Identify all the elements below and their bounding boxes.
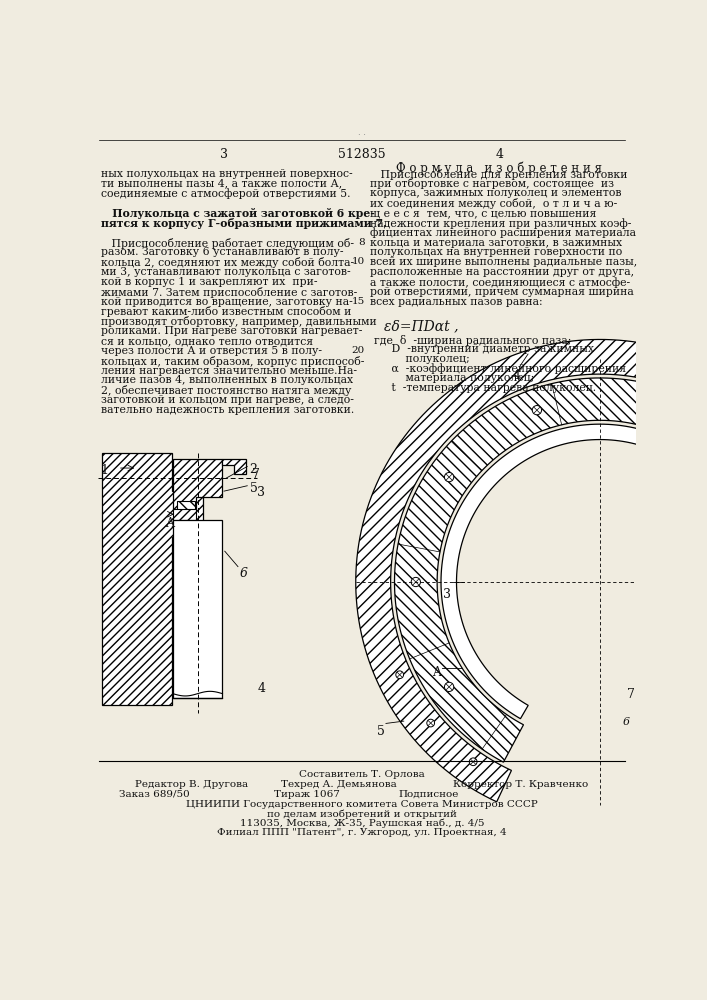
Text: t  -температура нагрева полуколец.: t -температура нагрева полуколец. (374, 383, 597, 393)
Text: A: A (433, 666, 441, 679)
Text: при отбортовке с нагревом, состоящее  из: при отбортовке с нагревом, состоящее из (370, 178, 614, 189)
Text: D  -внутренний диаметр зажимных: D -внутренний диаметр зажимных (374, 344, 595, 354)
Polygon shape (173, 509, 196, 520)
Circle shape (427, 719, 435, 727)
Text: Редактор В. Другова: Редактор В. Другова (135, 780, 248, 789)
Text: разом. Заготовку 6 устанавливают в полу-: разом. Заготовку 6 устанавливают в полу- (101, 247, 344, 257)
Text: 113035, Москва, Ж-35, Раушская наб., д. 4/5: 113035, Москва, Ж-35, Раушская наб., д. … (240, 818, 484, 828)
Text: Полукольца с зажатой заготовкой 6 кре-: Полукольца с зажатой заготовкой 6 кре- (101, 208, 375, 219)
Circle shape (445, 682, 454, 692)
Text: 10: 10 (352, 257, 365, 266)
Text: личие пазов 4, выполненных в полукольцах: личие пазов 4, выполненных в полукольцах (101, 375, 353, 385)
Text: а также полости, соединяющиеся с атмосфе-: а также полости, соединяющиеся с атмосфе… (370, 277, 631, 288)
Text: 2, обеспечивает постоянство натяга между: 2, обеспечивает постоянство натяга между (101, 385, 351, 396)
Text: 4: 4 (495, 148, 503, 161)
Circle shape (411, 577, 421, 587)
Text: Филиал ППП "Патент", г. Ужгород, ул. Проектная, 4: Филиал ППП "Патент", г. Ужгород, ул. Про… (217, 828, 507, 837)
Text: кольцах и, таким образом, корпус приспособ-: кольцах и, таким образом, корпус приспос… (101, 356, 364, 367)
Circle shape (469, 758, 477, 766)
Bar (173, 520, 223, 698)
Text: вательно надежность крепления заготовки.: вательно надежность крепления заготовки. (101, 405, 354, 415)
Text: через полости А и отверстия 5 в полу-: через полости А и отверстия 5 в полу- (101, 346, 322, 356)
Text: ти выполнены пазы 4, а также полости А,: ти выполнены пазы 4, а также полости А, (101, 178, 342, 188)
Circle shape (532, 406, 542, 415)
Text: 512835: 512835 (338, 148, 386, 161)
Polygon shape (223, 459, 246, 474)
Text: соединяемые с атмосферой отверстиями 5.: соединяемые с атмосферой отверстиями 5. (101, 188, 350, 199)
Text: полуколец;: полуколец; (374, 354, 470, 364)
Text: фициентах линейного расширения материала: фициентах линейного расширения материала (370, 228, 636, 238)
Text: их соединения между собой,  о т л и ч а ю-: их соединения между собой, о т л и ч а ю… (370, 198, 618, 209)
Text: 3: 3 (257, 486, 265, 499)
Text: 5: 5 (377, 725, 385, 738)
Text: 3: 3 (220, 148, 228, 161)
Text: 6: 6 (240, 567, 247, 580)
Text: по делам изобретений и открытий: по делам изобретений и открытий (267, 809, 457, 819)
Text: щ е е с я  тем, что, с целью повышения: щ е е с я тем, что, с целью повышения (370, 208, 597, 218)
Text: 4: 4 (257, 682, 265, 695)
Text: 3: 3 (443, 588, 451, 601)
Text: ления нагревается значительно меньше.На-: ления нагревается значительно меньше.На- (101, 366, 357, 376)
Text: рой отверстиями, причем суммарная ширина: рой отверстиями, причем суммарная ширина (370, 287, 634, 297)
Text: всей их ширине выполнены радиальные пазы,: всей их ширине выполнены радиальные пазы… (370, 257, 638, 267)
Text: корпуса, зажимных полуколец и элементов: корпуса, зажимных полуколец и элементов (370, 188, 622, 198)
Text: гревают каким-либо известным способом и: гревают каким-либо известным способом и (101, 306, 351, 317)
Text: кой в корпус 1 и закрепляют их  при-: кой в корпус 1 и закрепляют их при- (101, 277, 317, 287)
Text: 20: 20 (352, 346, 365, 355)
Text: заготовкой и кольцом при нагреве, а следо-: заготовкой и кольцом при нагреве, а след… (101, 395, 354, 405)
Text: 5: 5 (250, 482, 257, 495)
Text: Составитель Т. Орлова: Составитель Т. Орлова (299, 770, 425, 779)
Text: 7: 7 (627, 688, 635, 701)
Polygon shape (177, 501, 194, 514)
Text: кольца 2, соедяняют их между собой болта-: кольца 2, соедяняют их между собой болта… (101, 257, 354, 268)
Text: всех радиальных пазов равна:: всех радиальных пазов равна: (370, 297, 543, 307)
Text: 1: 1 (101, 464, 109, 477)
Text: Приспособление работает следующим об-: Приспособление работает следующим об- (101, 238, 354, 249)
Text: . .: . . (358, 129, 366, 137)
Text: производят отбортовку, например, давильными: производят отбортовку, например, давильн… (101, 316, 377, 327)
Text: Корректор Т. Кравченко: Корректор Т. Кравченко (452, 780, 588, 789)
Polygon shape (395, 378, 707, 762)
Text: жимами 7. Затем приспособление с заготов-: жимами 7. Затем приспособление с заготов… (101, 287, 357, 298)
Text: надежности крепления при различных коэф-: надежности крепления при различных коэф- (370, 218, 632, 229)
Polygon shape (103, 453, 203, 705)
Polygon shape (356, 339, 707, 802)
Text: материала полуколец;: материала полуколец; (374, 373, 534, 383)
Text: Техред А. Демьянова: Техред А. Демьянова (281, 780, 397, 789)
Text: Заказ 689/50: Заказ 689/50 (119, 790, 190, 799)
Text: Тираж 1067: Тираж 1067 (274, 790, 340, 799)
Text: Ф о р м у л а   и з о б р е т е н и я: Ф о р м у л а и з о б р е т е н и я (396, 162, 602, 175)
Text: пятся к корпусу Г-образными прижимами 7.: пятся к корпусу Г-образными прижимами 7. (101, 218, 387, 229)
Text: кой приводится во вращение, заготовку на-: кой приводится во вращение, заготовку на… (101, 297, 353, 307)
Text: 15: 15 (352, 297, 365, 306)
Text: α  -коэффициент линейного расширения: α -коэффициент линейного расширения (374, 363, 626, 374)
Text: 7: 7 (252, 468, 259, 481)
Text: εδ=ΠDαt ,: εδ=ΠDαt , (385, 319, 459, 333)
Text: где  δ  -ширина радиального паза;: где δ -ширина радиального паза; (374, 335, 572, 346)
Text: 6: 6 (623, 717, 630, 727)
Text: полукольцах на внутренней говерхности по: полукольцах на внутренней говерхности по (370, 247, 623, 257)
Text: Подписное: Подписное (398, 790, 459, 799)
Polygon shape (441, 424, 707, 719)
Text: ся и кольцо, однако тепло отводится: ся и кольцо, однако тепло отводится (101, 336, 313, 346)
Text: кольца и материала заготовки, в зажимных: кольца и материала заготовки, в зажимных (370, 238, 623, 248)
Text: Приспособление для крепления заготовки: Приспособление для крепления заготовки (370, 169, 628, 180)
Text: ЦНИИПИ Государственного комитета Совета Министров СССР: ЦНИИПИ Государственного комитета Совета … (186, 800, 538, 809)
Circle shape (673, 412, 682, 421)
Circle shape (396, 671, 404, 679)
Text: ных полухольцах на внутренней поверхнос-: ных полухольцах на внутренней поверхнос- (101, 169, 352, 179)
Text: расположенные на расстоянии друг от друга,: расположенные на расстоянии друг от друг… (370, 267, 635, 277)
Circle shape (445, 472, 454, 482)
Text: 2: 2 (250, 463, 257, 476)
Text: ми 3, устанавливают полукольца с заготов-: ми 3, устанавливают полукольца с заготов… (101, 267, 351, 277)
Text: 8: 8 (358, 238, 365, 247)
Text: роликами. При нагреве заготовки нагревает-: роликами. При нагреве заготовки нагревае… (101, 326, 362, 336)
Text: 4: 4 (513, 369, 520, 382)
Polygon shape (173, 459, 223, 509)
Text: A: A (165, 517, 174, 530)
